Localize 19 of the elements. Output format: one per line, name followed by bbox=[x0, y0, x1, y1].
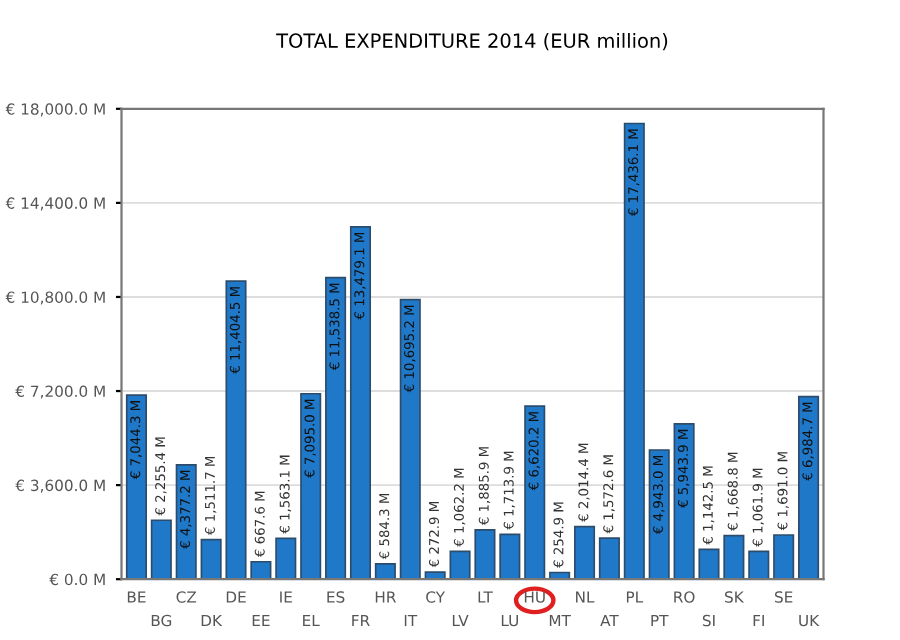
bar bbox=[125, 394, 147, 580]
bar bbox=[648, 449, 670, 580]
bar bbox=[349, 226, 372, 580]
chart-title: TOTAL EXPENDITURE 2014 (EUR million) bbox=[276, 32, 668, 51]
bar bbox=[773, 534, 795, 580]
bar bbox=[748, 550, 770, 580]
bar bbox=[524, 405, 546, 580]
bar bbox=[499, 533, 521, 580]
bar bbox=[573, 525, 596, 580]
bar bbox=[598, 537, 620, 580]
bar bbox=[175, 463, 197, 580]
bar bbox=[798, 395, 820, 580]
bar bbox=[275, 537, 297, 580]
bar bbox=[399, 298, 421, 580]
bar bbox=[325, 276, 347, 580]
bar bbox=[623, 122, 645, 580]
bar bbox=[150, 519, 172, 580]
bar bbox=[374, 563, 396, 580]
bar bbox=[300, 392, 322, 580]
